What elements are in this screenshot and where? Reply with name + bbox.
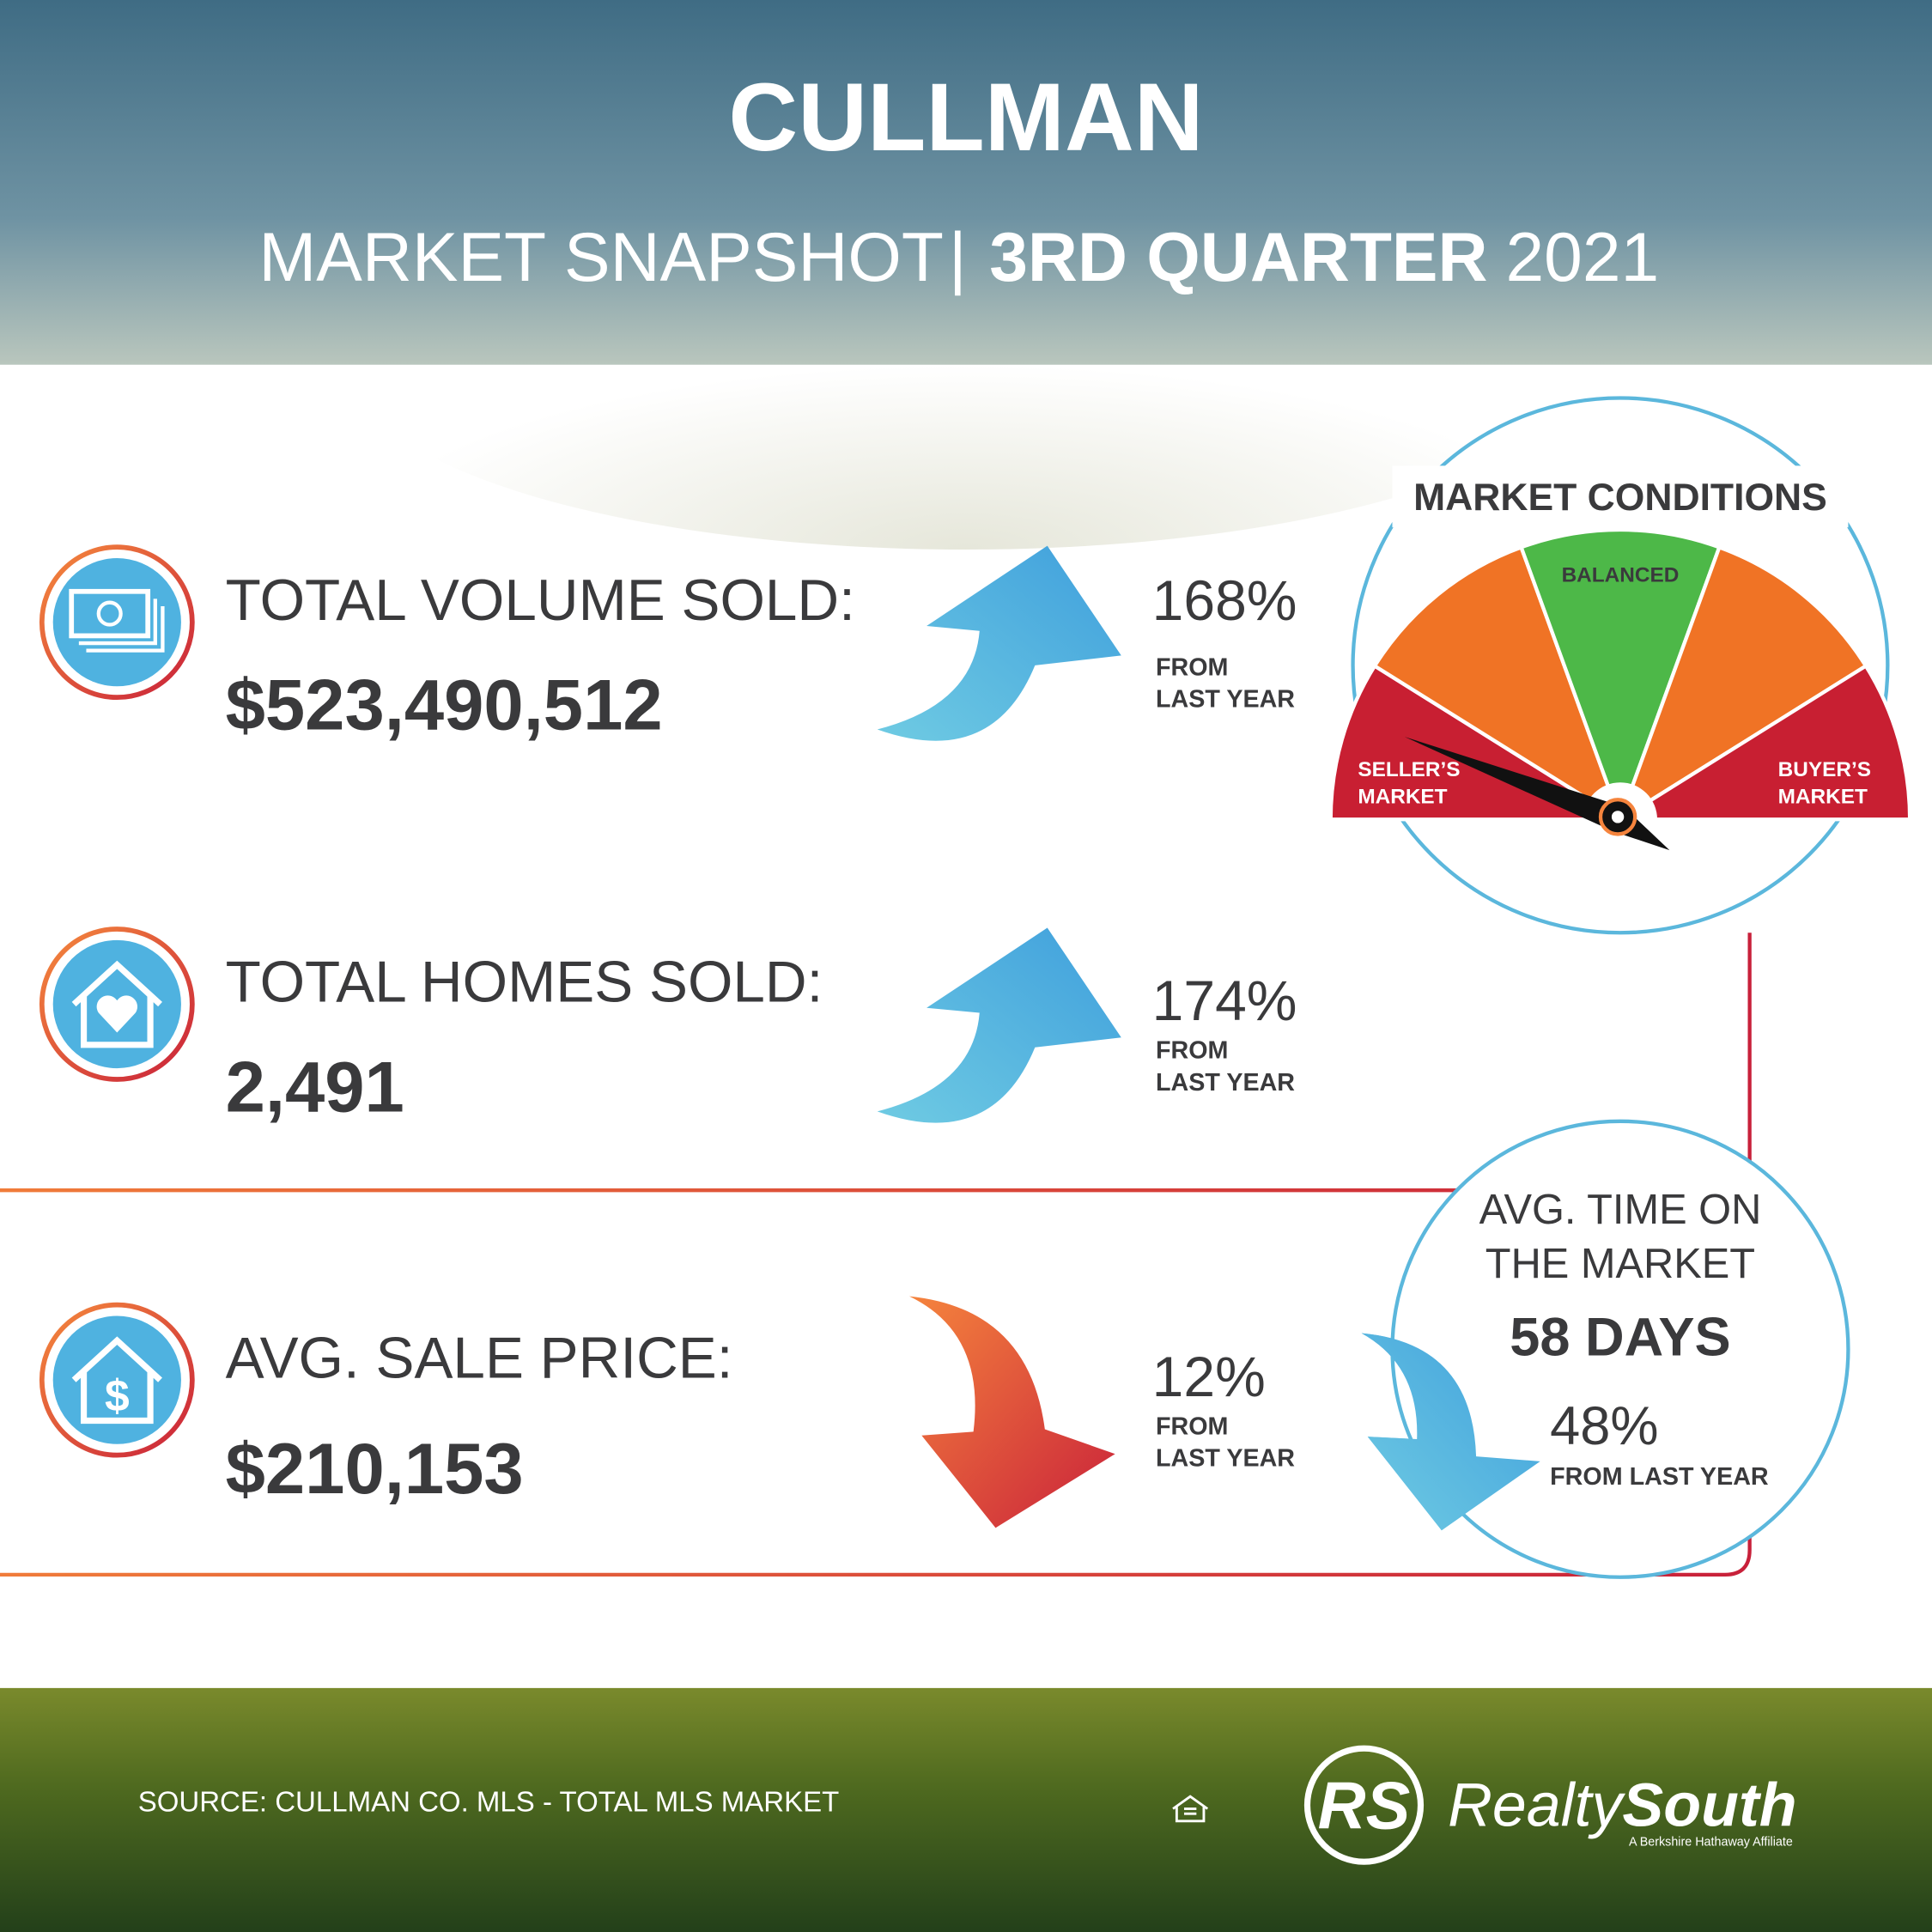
footer-bg <box>0 1687 1932 1932</box>
title: CULLMAN <box>728 64 1203 171</box>
time-value: 58 DAYS <box>1510 1307 1730 1367</box>
stat-value: $210,153 <box>226 1429 524 1509</box>
brand-part: South <box>1622 1771 1796 1840</box>
stat-note: FROM <box>1156 653 1228 681</box>
arrow-down <box>908 1296 1115 1528</box>
subtitle-part: MARKET SNAPSHOT <box>258 219 944 296</box>
source: SOURCE: CULLMAN CO. MLS - TOTAL MLS MARK… <box>138 1785 840 1817</box>
time-note: FROM LAST YEAR <box>1550 1463 1769 1491</box>
stat-value: 2,491 <box>226 1047 404 1127</box>
brand: RealtySouth <box>1448 1771 1797 1840</box>
gauge-label: BUYER’S <box>1778 758 1871 781</box>
equal-housing-icon <box>1172 1795 1209 1823</box>
gauge-title-bg <box>1392 465 1849 528</box>
arrow-down <box>1361 1333 1540 1531</box>
icon-money <box>39 544 195 701</box>
gauge-segment <box>1372 544 1625 824</box>
arrow-up <box>877 927 1121 1123</box>
icon-house-dollar: $ <box>39 1302 195 1458</box>
subtitle-part: 2021 <box>1506 219 1660 296</box>
stat-note: FROM <box>1156 1037 1228 1065</box>
stat-label: AVG. SALE PRICE: <box>226 1326 733 1390</box>
stat-change: 12% <box>1152 1345 1266 1408</box>
gauge-label: MARKET <box>1778 786 1868 809</box>
gauge-segment <box>1518 527 1722 825</box>
stat-change: 174% <box>1152 969 1297 1032</box>
gauge-label: SELLER’S <box>1358 758 1460 781</box>
stat-change: 168% <box>1152 568 1297 632</box>
brand-part: Realty <box>1448 1771 1625 1840</box>
stat-note: LAST YEAR <box>1156 686 1295 714</box>
gauge-label: BALANCED <box>1562 563 1680 586</box>
stat-label: TOTAL VOLUME SOLD: <box>226 568 855 633</box>
icon-house-heart <box>39 927 195 1082</box>
header-glow <box>349 179 1583 550</box>
stat-note: LAST YEAR <box>1156 1445 1295 1473</box>
time-change: 48% <box>1550 1396 1658 1456</box>
gauge-label: MARKET <box>1358 786 1447 809</box>
subtitle-part: 3RD QUARTER <box>989 219 1487 296</box>
gauge-title: MARKET CONDITIONS <box>1413 477 1827 519</box>
gauge-segment <box>1616 544 1868 824</box>
subtitle: MARKET SNAPSHOT | 3RD QUARTER 2021 <box>258 219 1659 296</box>
arrow-up <box>877 545 1121 741</box>
svg-text:$: $ <box>105 1370 130 1420</box>
logo-ring <box>1303 1745 1425 1865</box>
stat-note: FROM <box>1156 1413 1228 1440</box>
stat-note: LAST YEAR <box>1156 1069 1295 1097</box>
subtitle-separator: | <box>949 219 967 296</box>
stat-label: TOTAL HOMES SOLD: <box>226 951 823 1015</box>
stat-value: $523,490,512 <box>226 665 663 744</box>
divider <box>0 1515 1752 1577</box>
gauge-segment <box>1613 663 1912 822</box>
logo: RS <box>1318 1769 1411 1843</box>
tagline: A Berkshire Hathaway Affiliate <box>1629 1836 1793 1850</box>
time-title: AVG. TIME ON <box>1479 1187 1762 1233</box>
time-title: THE MARKET <box>1485 1241 1755 1287</box>
gauge-hub <box>1611 811 1625 823</box>
gauge <box>1328 527 1912 857</box>
gauge-segment <box>1328 663 1627 822</box>
